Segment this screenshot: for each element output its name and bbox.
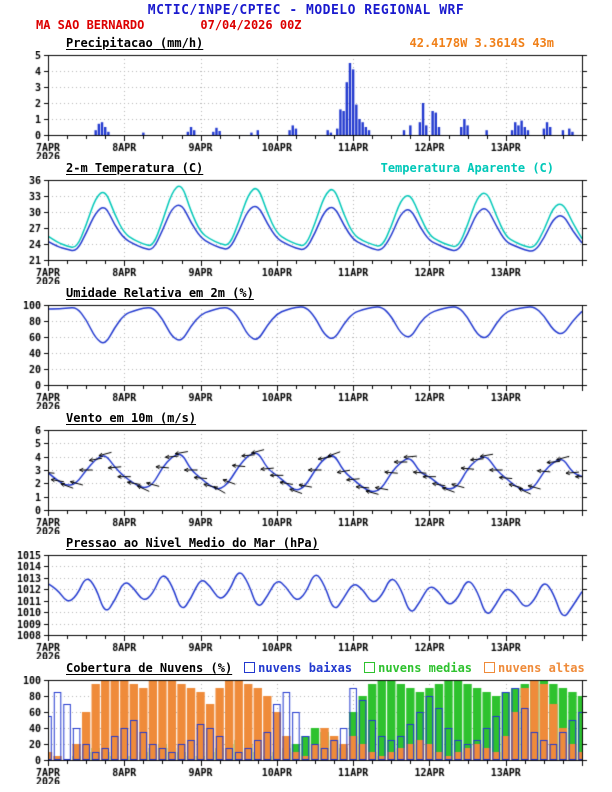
humidity-chart xyxy=(0,301,612,409)
legend-nuvens-medias: nuvens medias xyxy=(364,661,472,675)
mid-cloud-legend-box-icon xyxy=(364,662,376,673)
model-title: MCTIC/INPE/CPTEC - MODELO REGIONAL WRF xyxy=(147,3,465,18)
cloud-cover-chart xyxy=(0,676,612,784)
panel-wind: Vento em 10m (m/s) xyxy=(0,409,612,534)
run-datetime: 07/04/2026 00Z xyxy=(200,18,302,32)
legend-nuvens-baixas: nuvens baixas xyxy=(244,661,352,675)
cloud-cover-title: Cobertura de Nuvens (%) xyxy=(66,660,233,675)
temperature-chart xyxy=(0,176,612,284)
station-name: MA SAO BERNARDO xyxy=(36,18,145,32)
high-cloud-legend-box-icon xyxy=(484,662,496,673)
precipitation-chart xyxy=(0,51,612,159)
panel-pressure: Pressao ao Nivel Medio do Mar (hPa) xyxy=(0,534,612,659)
precipitation-title: Precipitacao (mm/h) xyxy=(66,35,204,50)
page-header: MCTIC/INPE/CPTEC - MODELO REGIONAL WRF M… xyxy=(0,0,612,34)
low-cloud-legend-box-icon xyxy=(244,662,256,673)
legend-nuvens-altas: nuvens altas xyxy=(484,661,585,675)
panel-temperature: 2-m Temperatura (C) Temperatura Aparente… xyxy=(0,159,612,284)
station-coordinates: 42.4178W 3.3614S 43m xyxy=(409,35,555,50)
wind-title: Vento em 10m (m/s) xyxy=(66,410,197,425)
panel-cloud-cover: Cobertura de Nuvens (%) nuvens baixas nu… xyxy=(0,659,612,784)
wind-chart xyxy=(0,426,612,534)
mid-cloud-legend-label: nuvens medias xyxy=(378,660,473,675)
apparent-temperature-legend: Temperatura Aparente (C) xyxy=(380,160,554,175)
temperature-title: 2-m Temperatura (C) xyxy=(66,160,204,175)
low-cloud-legend-label: nuvens baixas xyxy=(258,660,353,675)
panel-humidity: Umidade Relativa em 2m (%) xyxy=(0,284,612,409)
pressure-chart xyxy=(0,551,612,659)
panel-precipitation: Precipitacao (mm/h) 42.4178W 3.3614S 43m xyxy=(0,34,612,159)
high-cloud-legend-label: nuvens altas xyxy=(498,660,585,675)
pressure-title: Pressao ao Nivel Medio do Mar (hPa) xyxy=(66,535,319,550)
humidity-title: Umidade Relativa em 2m (%) xyxy=(66,285,254,300)
